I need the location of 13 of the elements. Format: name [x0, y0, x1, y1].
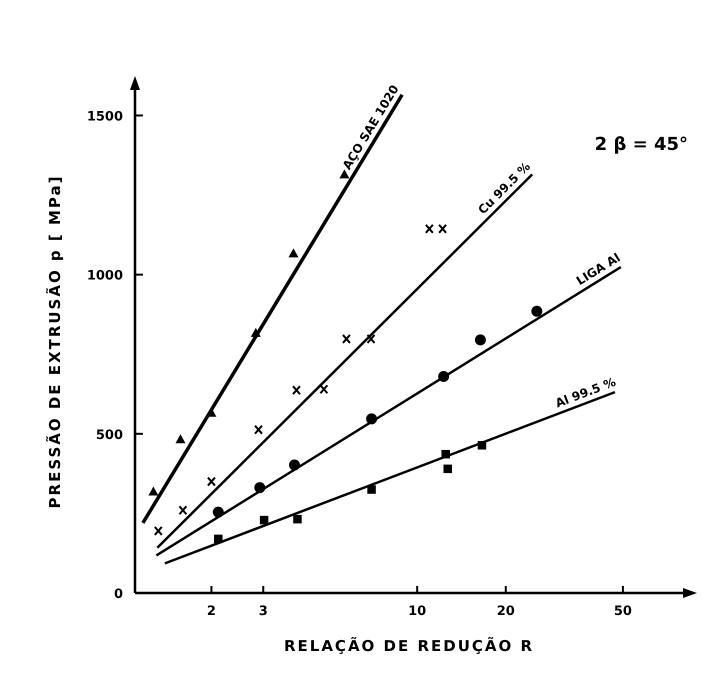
x-tick-label: 3: [258, 604, 268, 619]
y-tick-label: 500: [96, 428, 123, 443]
y-tick-label: 1000: [86, 268, 123, 284]
x-axis-title: RELAÇÃO DE REDUÇÃO R: [284, 637, 534, 655]
y-axis-title: PRESSÃO DE EXTRUSÃO p [ MPa]: [46, 174, 64, 508]
x-tick-label: 20: [496, 604, 515, 619]
x-tick-label: 10: [408, 604, 426, 619]
text: Al 99.5 %: [553, 374, 618, 410]
annotation: 2 β = 45°: [594, 134, 688, 155]
x-tick-label: 50: [614, 604, 632, 619]
y-tick-label: 1500: [86, 109, 123, 124]
y-tick-label: 0: [114, 587, 123, 602]
x-tick-label: 2: [206, 604, 216, 619]
